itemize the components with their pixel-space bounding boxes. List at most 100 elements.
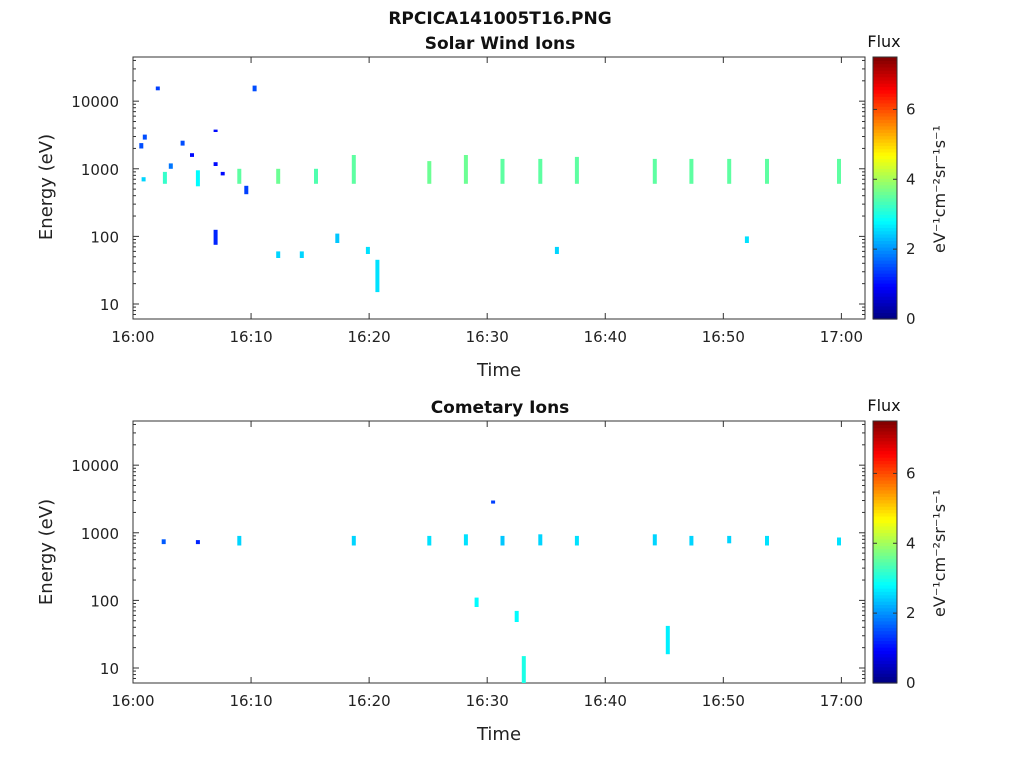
colorbar-strip <box>873 558 897 563</box>
heatmap-cell <box>252 85 257 92</box>
heatmap-cell <box>155 86 160 91</box>
colorbar-strip <box>873 299 897 304</box>
x-axis-label: Time <box>476 360 521 381</box>
colorbar-strip <box>873 604 897 609</box>
colorbar-strip <box>873 443 897 448</box>
colorbar-strip <box>873 473 897 478</box>
axes: 16:00 16:10 16:20 16:30 16:40 16:50 17:00 10 100… <box>71 57 865 346</box>
colorbar-strip <box>873 529 897 533</box>
x-tick-label: 16:20 <box>348 328 391 346</box>
colorbar-strip <box>873 578 897 583</box>
heatmap-cell <box>521 656 526 683</box>
colorbar-tick-label: 6 <box>906 100 916 118</box>
heatmap-cell <box>213 162 218 166</box>
heatmap-cell <box>161 539 166 545</box>
heatmap-cell <box>463 155 468 184</box>
plot-frame <box>132 56 866 320</box>
colorbar-strip <box>873 233 897 238</box>
colorbar-strip <box>873 142 897 147</box>
colorbar-strip <box>873 197 897 202</box>
y-tick-label: 1000 <box>81 161 119 179</box>
colorbar-strip <box>873 214 897 219</box>
colorbar-tick-label: 2 <box>906 604 916 622</box>
x-tick-label: 16:10 <box>229 692 272 710</box>
colorbar-strip <box>873 607 897 612</box>
y-axis-label: Energy (eV) <box>36 499 57 605</box>
colorbar-strip <box>873 188 897 192</box>
colorbar-strip <box>873 447 897 452</box>
colorbar-strip <box>873 430 897 435</box>
panel-title: Solar Wind Ions <box>425 34 576 54</box>
heatmap-cell <box>727 158 732 184</box>
colorbar-strip <box>873 440 897 445</box>
colorbar-strip <box>873 506 897 511</box>
colorbar-frame <box>872 420 898 684</box>
heatmap-cell <box>365 246 370 254</box>
colorbar-strip <box>873 99 897 104</box>
colorbar-strip <box>873 89 897 94</box>
heatmap-cells <box>161 500 841 683</box>
colorbar-strip <box>873 476 897 481</box>
colorbar-strip <box>873 601 897 606</box>
heatmap-cell <box>837 537 841 546</box>
colorbar-strip <box>873 486 897 491</box>
colorbar-strip <box>873 574 897 579</box>
colorbar-tick-label: 0 <box>906 674 916 692</box>
heatmap-cell <box>765 535 769 546</box>
heatmap-cell <box>689 535 694 546</box>
colorbar-strip <box>873 627 897 632</box>
colorbar-strip <box>873 679 897 684</box>
x-tick-label: 16:40 <box>584 692 627 710</box>
colorbar-tick-label: 6 <box>906 464 916 482</box>
cometary-panel: Cometary Ions 16:00 16:10 16:20 16:30 16:40 1… <box>36 396 949 745</box>
colorbar-strip <box>873 119 897 124</box>
colorbar-strip <box>873 138 897 143</box>
heatmap-cell <box>538 158 543 184</box>
colorbar-strip <box>873 525 897 530</box>
colorbar-strip <box>873 581 897 586</box>
figure-title: RPCICA141005T16.PNG <box>388 9 611 29</box>
y-tick-label: 10000 <box>71 457 119 475</box>
colorbar-strip <box>873 148 897 153</box>
colorbar-strip <box>873 129 897 133</box>
colorbar-strip <box>873 502 897 507</box>
axes: 16:00 16:10 16:20 16:30 16:40 16:50 17:00 10 100… <box>71 421 865 710</box>
heatmap-cell <box>351 535 356 546</box>
heatmap-cell <box>727 535 732 544</box>
x-axis-label: Time <box>476 724 521 745</box>
heatmap-cell <box>427 161 432 184</box>
heatmap-cell <box>554 246 559 254</box>
colorbar-strip <box>873 237 897 242</box>
colorbar-strip <box>873 122 897 127</box>
heatmap-cell <box>463 534 468 546</box>
colorbar-strip <box>873 184 897 189</box>
heatmap-cell <box>689 158 694 184</box>
colorbar-strip <box>873 93 897 97</box>
colorbar-strip <box>873 650 897 655</box>
colorbar-strip <box>873 76 897 81</box>
colorbar-strip <box>873 552 897 556</box>
colorbar-strip <box>873 312 897 317</box>
x-tick-label: 16:50 <box>702 328 745 346</box>
y-tick-label: 10 <box>100 296 119 314</box>
colorbar-tick-label: 4 <box>906 534 916 552</box>
x-tick-label: 16:30 <box>466 328 509 346</box>
colorbar-strip <box>873 250 897 255</box>
colorbar-strip <box>873 637 897 642</box>
colorbar-strip <box>873 555 897 560</box>
colorbar-strip <box>873 276 897 281</box>
plot-frame <box>132 420 866 684</box>
colorbar-strip <box>873 315 897 320</box>
heatmap-cell <box>237 168 242 184</box>
colorbar-strip <box>873 489 897 494</box>
colorbar-strip <box>873 256 897 261</box>
colorbar-strip <box>873 112 897 117</box>
colorbar-strip <box>873 479 897 484</box>
colorbar-strip <box>873 243 897 248</box>
colorbar-strip <box>873 656 897 661</box>
heatmap-cell <box>514 610 519 622</box>
heatmap-cell <box>299 251 304 258</box>
colorbar-strip <box>873 509 897 514</box>
x-tick-label: 16:10 <box>229 328 272 346</box>
colorbar-strip <box>873 161 897 166</box>
